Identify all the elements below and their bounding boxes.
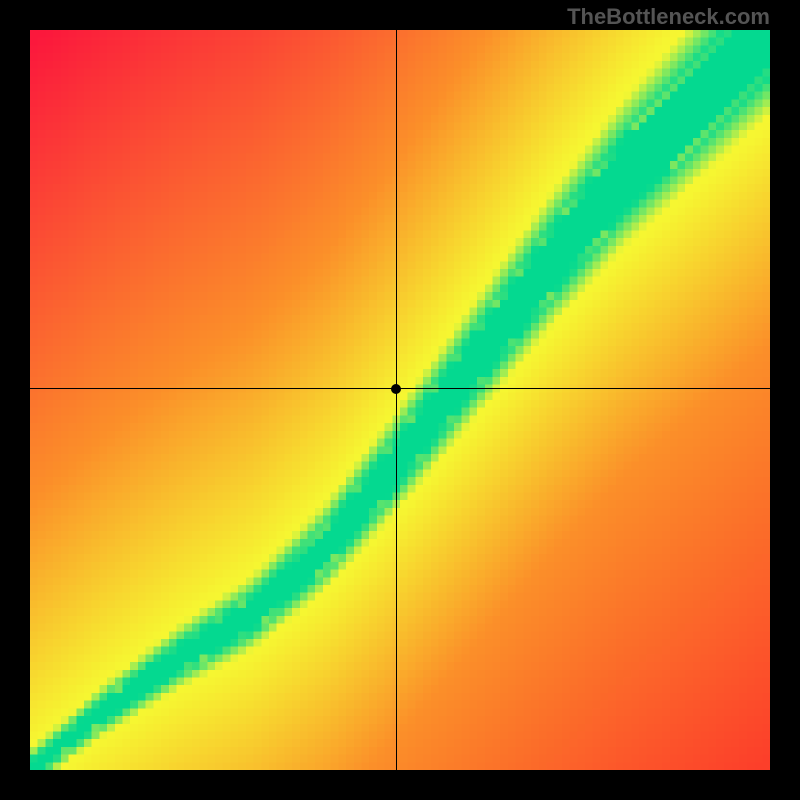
crosshair-vertical [396,30,397,770]
chart-container: { "watermark": { "text": "TheBottleneck.… [0,0,800,800]
bottleneck-heatmap [30,30,770,770]
watermark-text: TheBottleneck.com [567,4,770,30]
